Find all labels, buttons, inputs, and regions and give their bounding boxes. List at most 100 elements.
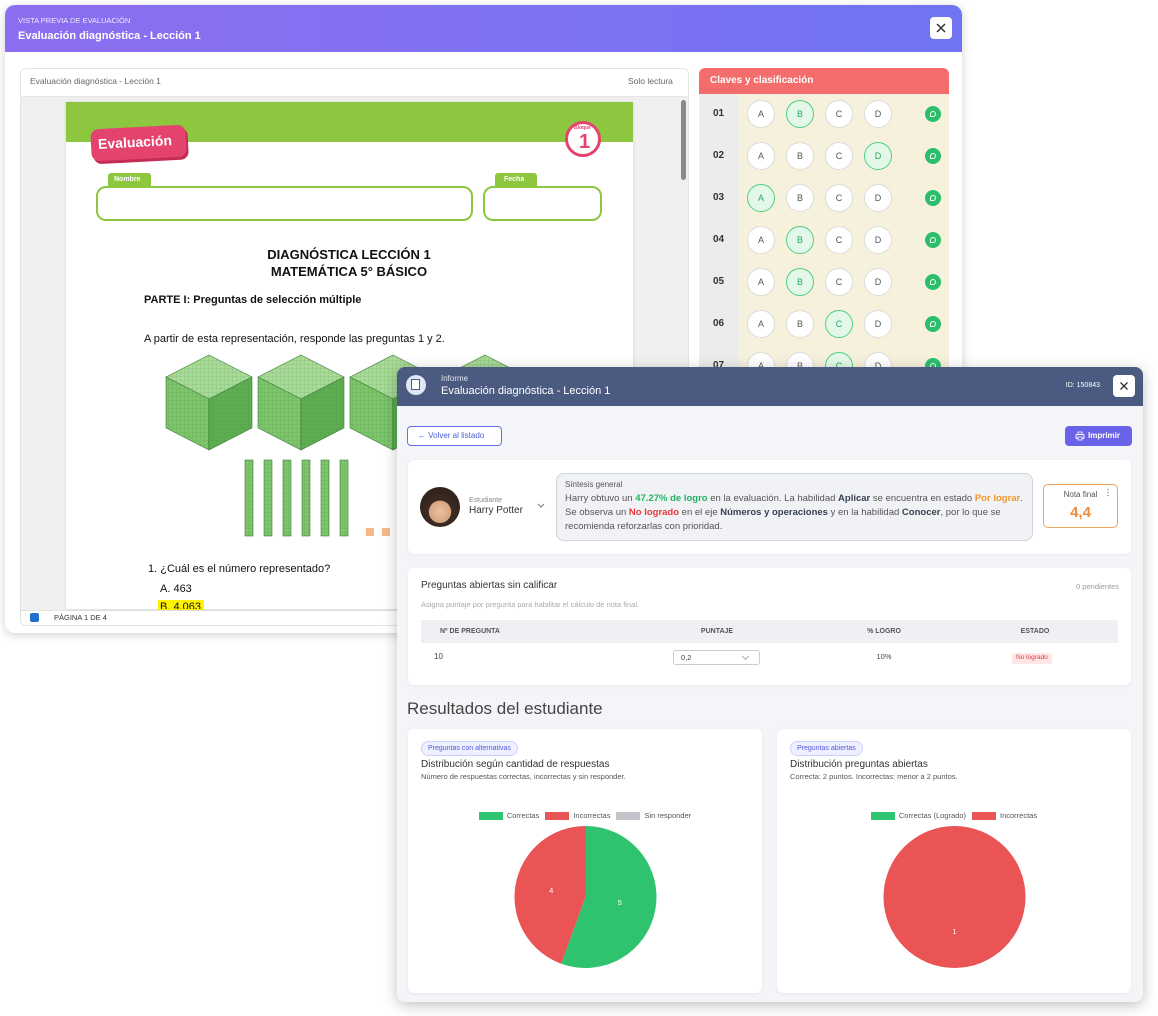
key-option: A [747, 100, 775, 128]
grade-box [1043, 484, 1118, 528]
doc-heading: DIAGNÓSTICA LECCIÓN 1 [267, 247, 431, 262]
student-name: Harry Potter [469, 505, 523, 516]
summary-segment: 47.27% de logro [635, 493, 708, 504]
legend-swatch [478, 811, 503, 820]
rod-texture [264, 460, 272, 536]
doc-question: 1. ¿Cuál es el número representado? [148, 563, 331, 575]
key-option: A [747, 142, 775, 170]
key-status-icon [925, 106, 941, 122]
pie-chart: 54 [514, 826, 657, 968]
table-column-header: Nº DE PREGUNTA [440, 628, 500, 635]
back-button[interactable] [407, 426, 502, 446]
name-label: Nombre [114, 176, 141, 183]
key-option: C [825, 142, 853, 170]
preview-title: Evaluación diagnóstica - Lección 1 [18, 30, 201, 42]
legend-swatch [870, 811, 895, 820]
key-number: 03 [713, 192, 725, 203]
key-number: 07 [713, 360, 725, 371]
pie-slice [514, 826, 586, 964]
summary-text: Harry obtuvo un 47.27% de logro en la ev… [565, 492, 1025, 534]
summary-segment: en el eje [679, 507, 721, 518]
student-label: Estudiante [469, 497, 503, 504]
cube-texture [350, 377, 393, 450]
chart-title: Distribución según cantidad de respuesta… [421, 759, 610, 770]
table-header [421, 620, 1118, 643]
print-glyph [1077, 436, 1083, 441]
date-field [483, 186, 602, 221]
pie-chart: 1 [883, 826, 1026, 968]
summary-segment: No logrado [628, 507, 680, 518]
print-icon [1075, 431, 1085, 441]
key-option: D [864, 142, 892, 170]
preview-close[interactable] [930, 17, 952, 39]
document-name: Evaluación diagnóstica - Lección 1 [30, 76, 161, 86]
key-status-icon [925, 232, 941, 248]
report-close[interactable] [1113, 375, 1135, 397]
legend-item: Sin responder [616, 811, 691, 820]
pie-label: 4 [549, 886, 553, 895]
legend-swatch [972, 811, 996, 820]
legend-swatch [616, 811, 641, 820]
pie-label: 1 [952, 927, 956, 936]
key-option: A [747, 226, 775, 254]
table-column-header: ESTADO [1020, 628, 1050, 635]
student-chevron[interactable] [537, 503, 545, 509]
chart-subtitle: Correcta: 2 puntos. Incorrectas: menor a… [790, 772, 958, 781]
grade-value: 4,4 [1070, 504, 1091, 521]
block-number: 1 [579, 131, 591, 153]
key-option: D [864, 100, 892, 128]
rod-texture [302, 460, 310, 536]
rod-texture [245, 460, 253, 536]
print-button[interactable] [1065, 426, 1132, 446]
preview-header [5, 5, 962, 52]
summary-segment: Números y operaciones [720, 507, 828, 518]
doc-instruction: A partir de esta representación, respond… [144, 333, 445, 345]
key-option: B [786, 100, 814, 128]
doc-choice: B. 4.063 [160, 602, 201, 609]
print-glyph [1077, 431, 1083, 435]
score-value: 0,2 [681, 653, 692, 662]
key-option: B [786, 310, 814, 338]
key-status-dot [930, 153, 936, 159]
grade-menu[interactable] [1106, 488, 1110, 498]
legend-swatch [545, 811, 570, 820]
key-status-icon [925, 190, 941, 206]
legend-item: Incorrectas [972, 811, 1037, 820]
report-id: ID: 150843 [1065, 382, 1100, 389]
question-number: 10 [434, 652, 443, 661]
summary-segment: se encuentra en estado [870, 493, 975, 504]
key-number: 06 [713, 318, 725, 329]
achievement: 10% [876, 652, 892, 661]
summary-segment: y en la habilidad [827, 507, 902, 518]
key-status-icon [925, 274, 941, 290]
results-title: Resultados del estudiante [407, 699, 603, 718]
score-select[interactable] [673, 650, 760, 665]
summary-segment: Por lograr [974, 493, 1021, 504]
key-option: B [786, 142, 814, 170]
key-option: D [864, 268, 892, 296]
key-option: C [825, 268, 853, 296]
key-option: D [864, 226, 892, 254]
key-option: A [747, 184, 775, 212]
chevron-glyph [537, 503, 545, 508]
close-glyph [1120, 382, 1128, 390]
cube-texture [301, 377, 344, 450]
table-column-header: % LOGRO [867, 628, 901, 635]
keys-title: Claves y clasificación [710, 75, 814, 86]
pie-slice [883, 826, 1026, 968]
keys-header [699, 68, 949, 94]
preview-eyebrow: VISTA PREVIA DE EVALUACIÓN [18, 16, 131, 25]
doc-heading: MATEMÁTICA 5° BÁSICO [270, 264, 428, 279]
cube-texture [166, 377, 209, 450]
legend-item: Correctas (Logrado) [870, 811, 966, 820]
key-status-dot [930, 195, 936, 201]
key-option: D [864, 310, 892, 338]
block-circle [565, 121, 601, 157]
key-option: A [747, 268, 775, 296]
key-status-icon [925, 148, 941, 164]
scrollbar[interactable] [681, 100, 686, 180]
key-option: C [825, 100, 853, 128]
